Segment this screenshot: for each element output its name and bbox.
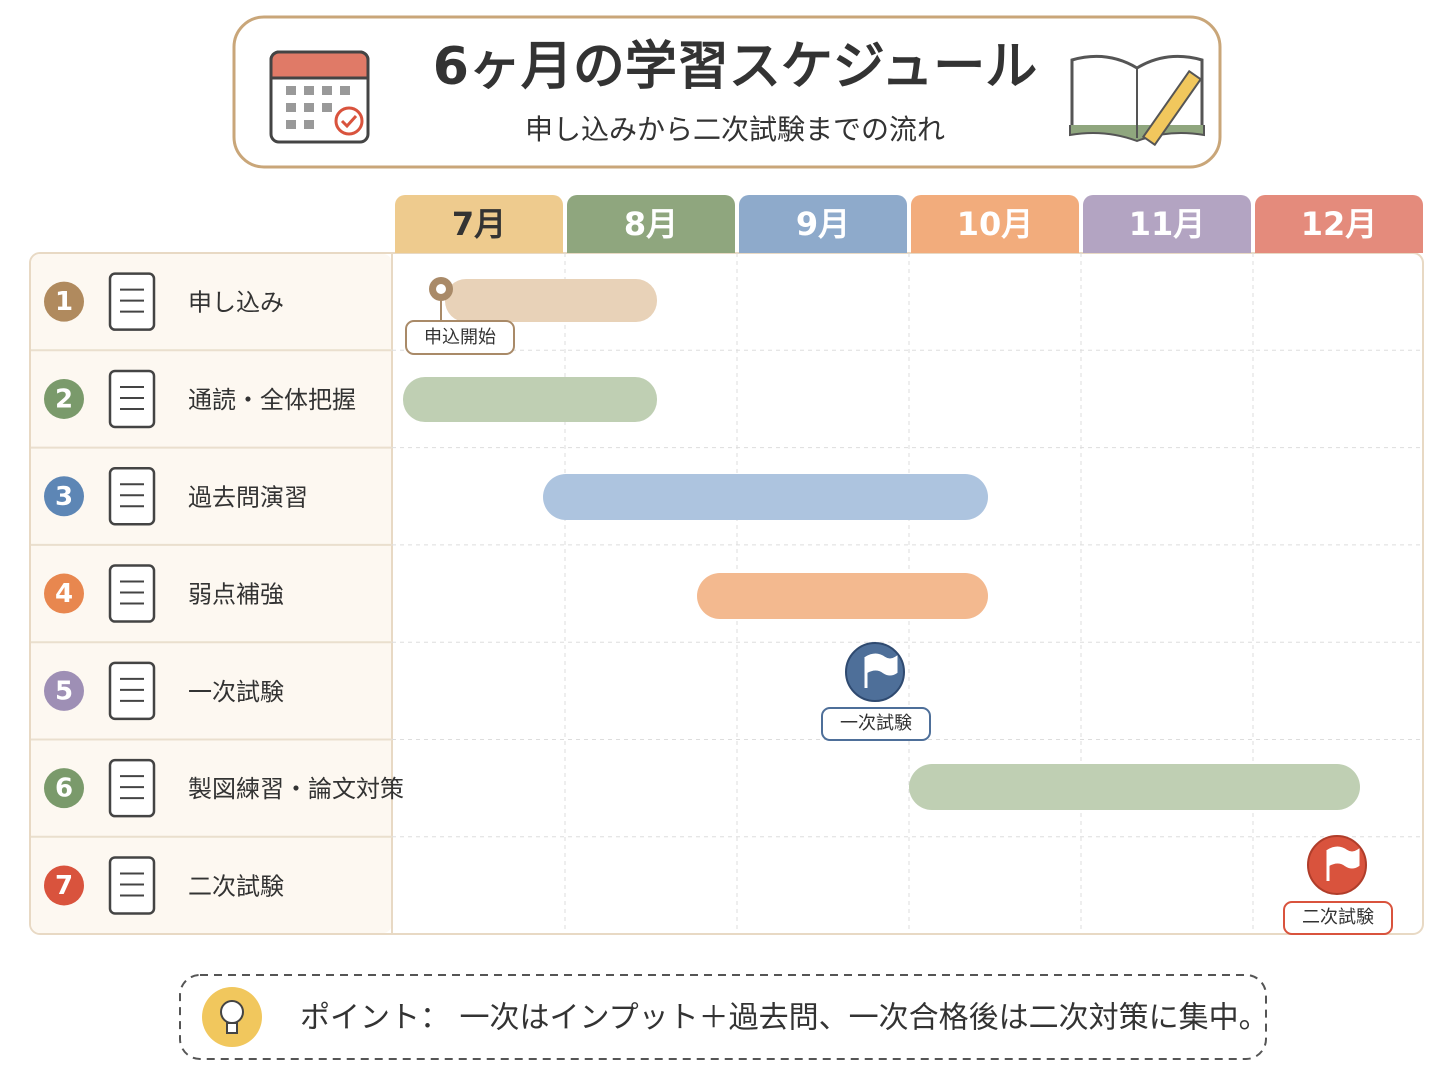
milestone-label: 二次試験: [1302, 907, 1374, 928]
task-number-badge: [44, 865, 84, 906]
bar: [697, 573, 988, 619]
task-number: 5: [55, 676, 73, 706]
task-number-badge: [44, 378, 84, 419]
task-number: 6: [55, 774, 73, 804]
calendar-icon: [269, 50, 370, 144]
task-number: 1: [55, 287, 73, 317]
month-header: [1083, 195, 1251, 253]
milestone-label: 申込開始: [424, 327, 496, 348]
task-number: 4: [55, 579, 73, 609]
task-rows: 1 申し込み 2 通読・全体把握 3 過去問演習 4 弱点補強 5 一次試験 6 製図練習・論文対策 7…: [31, 272, 404, 915]
bulb-icon: [202, 987, 262, 1047]
milestone: 二次試験: [1283, 835, 1393, 935]
month-header: [1255, 195, 1423, 253]
bar: [909, 764, 1360, 810]
bar: [445, 279, 657, 322]
header-box: [232, 15, 1222, 169]
milestone: 申込開始: [405, 277, 515, 355]
task-number-badge: [44, 768, 84, 809]
note-text: ポイント： 一次はインプット＋過去問、一次合格後は二次対策に集中。: [300, 1001, 1269, 1036]
task-number-badge: [44, 476, 84, 517]
task-label: 一次試験: [188, 678, 284, 706]
task-label: 二次試験: [188, 872, 284, 900]
subtitle: 申し込みから二次試験までの流れ: [525, 113, 945, 146]
task-number: 7: [55, 871, 73, 901]
month-header: [567, 195, 735, 253]
bars: [403, 279, 1360, 810]
month-header: [395, 195, 563, 253]
month-header: [739, 195, 907, 253]
month-label: 7月: [452, 205, 506, 243]
task-label: 製図練習・論文対策: [188, 775, 404, 803]
task-number-badge: [44, 670, 84, 711]
task-label: 通読・全体把握: [188, 386, 356, 414]
month-label: 11月: [1129, 205, 1206, 243]
task-label: 申し込み: [188, 289, 284, 317]
task-number-badge: [44, 281, 84, 322]
note-box: [179, 974, 1267, 1060]
month-label: 8月: [624, 205, 678, 243]
bar: [403, 377, 657, 422]
book-icon: [1069, 54, 1205, 147]
milestone: 一次試験: [821, 642, 931, 741]
task-label: 過去問演習: [188, 483, 308, 511]
task-number: 2: [55, 384, 73, 414]
month-label: 12月: [1301, 205, 1378, 243]
month-label: 9月: [796, 205, 850, 243]
month-label: 10月: [957, 205, 1034, 243]
task-number: 3: [55, 482, 73, 512]
month-header: [911, 195, 1079, 253]
milestone-label: 一次試験: [840, 713, 912, 734]
task-label: 弱点補強: [188, 581, 284, 609]
task-number-badge: [44, 573, 84, 614]
month-headers: 7月 8月 9月 10月 11月 12月: [395, 195, 1423, 253]
bar: [543, 474, 988, 520]
title: 6ヶ月の学習スケジュール: [433, 37, 1038, 97]
